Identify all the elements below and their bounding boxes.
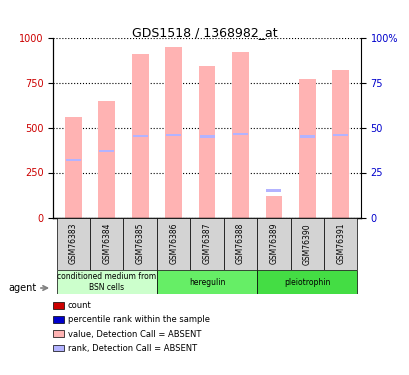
Bar [232,133,247,135]
Text: GSM76391: GSM76391 [335,223,344,264]
Text: GSM76384: GSM76384 [102,223,111,264]
Text: percentile rank within the sample: percentile rank within the sample [67,315,209,324]
FancyBboxPatch shape [256,217,290,270]
Bar [266,189,281,192]
Bar [66,159,81,161]
FancyArrowPatch shape [40,286,47,290]
Text: heregulin: heregulin [189,278,225,286]
Text: GSM76386: GSM76386 [169,223,178,264]
Bar [332,70,348,217]
FancyBboxPatch shape [157,217,190,270]
Text: GSM76390: GSM76390 [302,223,311,265]
Bar [298,79,315,218]
Bar [265,196,281,217]
FancyBboxPatch shape [56,270,157,294]
FancyBboxPatch shape [290,217,323,270]
FancyBboxPatch shape [56,217,90,270]
Bar [166,134,181,136]
FancyBboxPatch shape [256,270,357,294]
Text: GSM76385: GSM76385 [135,223,144,264]
Bar [133,135,147,136]
Bar [231,52,248,217]
Text: conditioned medium from
BSN cells: conditioned medium from BSN cells [57,273,156,292]
Bar [99,150,114,152]
FancyBboxPatch shape [190,217,223,270]
Bar [98,100,115,218]
Bar [199,135,214,138]
Text: GSM76389: GSM76389 [269,223,278,264]
Text: pleiotrophin: pleiotrophin [283,278,330,286]
Bar [333,134,347,136]
FancyBboxPatch shape [323,217,357,270]
Text: value, Detection Call = ABSENT: value, Detection Call = ABSENT [67,330,200,339]
Text: rank, Detection Call = ABSENT: rank, Detection Call = ABSENT [67,344,196,353]
Bar [132,54,148,217]
Bar [299,135,314,138]
Bar [165,46,182,217]
Text: agent: agent [8,283,36,293]
FancyBboxPatch shape [90,217,123,270]
Text: GSM76383: GSM76383 [69,223,78,264]
Text: GDS1518 / 1368982_at: GDS1518 / 1368982_at [132,26,277,39]
Bar [65,117,81,218]
Text: count: count [67,301,91,310]
FancyBboxPatch shape [223,217,256,270]
FancyBboxPatch shape [157,270,256,294]
FancyBboxPatch shape [123,217,157,270]
Text: GSM76388: GSM76388 [236,223,244,264]
Text: GSM76387: GSM76387 [202,223,211,264]
Bar [198,66,215,218]
